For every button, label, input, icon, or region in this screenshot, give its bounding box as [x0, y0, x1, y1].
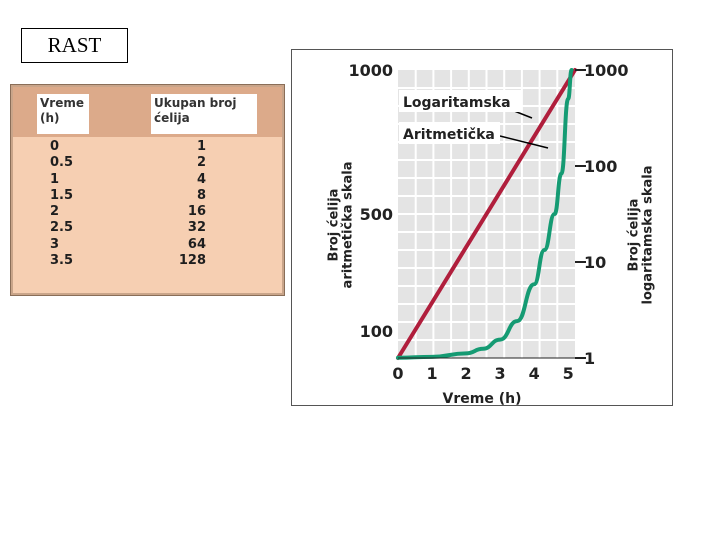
x-tick-label: 0: [392, 364, 403, 383]
left-tick-label: 100: [360, 322, 393, 341]
right-tick-label: 1000: [584, 61, 629, 80]
series-layer: [396, 68, 577, 360]
x-tick-label: 4: [529, 364, 540, 383]
header-time: Vreme (h): [37, 94, 89, 134]
table-row: 0.5 2: [11, 155, 284, 171]
slide-title: RAST: [21, 28, 128, 63]
axis-label-line: Broj ćelija: [626, 199, 641, 272]
right-axis-label: Broj ćelijalogaritamska skala: [626, 166, 655, 305]
table-row: 1.5 8: [11, 188, 284, 204]
cell-time: 0: [50, 139, 60, 154]
left-axis-label: Broj ćelijaaritmetička skala: [326, 162, 355, 289]
table-row: 3.5 128: [11, 253, 284, 269]
cell-count: 8: [196, 187, 206, 203]
cell-time: 1: [50, 171, 60, 187]
cell-count: 2: [196, 155, 206, 171]
cell-count: 32: [187, 220, 206, 236]
axis-layer: 0 1 2 3 4 5 1000 500 100 1000 100 10 1: [348, 61, 628, 383]
legend-label-logarithmic: Logaritamska: [403, 95, 511, 111]
x-tick-label: 1: [426, 364, 437, 383]
cell-time: 3.5: [50, 253, 74, 269]
axis-label-line: aritmetička skala: [341, 162, 356, 289]
right-tick-label: 1: [584, 349, 595, 368]
right-tick-label: 100: [584, 157, 617, 176]
x-tick-label: 5: [563, 364, 574, 383]
cell-count: 16: [187, 204, 206, 220]
legend-box-logarithmic: [399, 90, 521, 112]
x-tick-label: 2: [461, 364, 472, 383]
cell-time: 0.5: [50, 155, 74, 171]
axis-label-line: Broj ćelija: [326, 189, 341, 262]
cell-time: 1.5: [50, 187, 74, 203]
cell-count: 1: [196, 139, 206, 154]
right-tick-label: 10: [584, 253, 606, 272]
cell-time: 2.5: [50, 220, 74, 236]
series-line-logarithmic: [396, 68, 577, 360]
cell-count: 64: [187, 236, 206, 252]
table-header: Vreme (h) Ukupan broj ćelija: [13, 87, 282, 137]
left-tick-label: 1000: [348, 61, 393, 80]
cell-time: 2: [50, 204, 60, 220]
x-axis-label: Vreme (h): [443, 391, 522, 405]
left-axis-label-group: Broj ćelijaaritmetička skala: [326, 162, 355, 289]
cell-time: 3: [50, 236, 60, 252]
legend-box-arithmetic: [399, 122, 500, 144]
table-row: 2.5 32: [11, 220, 284, 236]
legend-leader-arithmetic: [499, 135, 549, 149]
header-count: Ukupan broj ćelija: [151, 94, 257, 134]
x-tick-label: 3: [495, 364, 506, 383]
right-axis-label-group: Broj ćelijalogaritamska skala: [626, 166, 655, 305]
axis-label-line: logaritamska skala: [641, 166, 656, 305]
table-row: 3 64: [11, 237, 284, 253]
cell-count: 4: [196, 171, 206, 187]
cell-count: 128: [178, 253, 206, 269]
table-row: 2 16: [11, 204, 284, 220]
legend-label-arithmetic: Aritmetička: [403, 127, 495, 143]
left-tick-label: 500: [360, 205, 393, 224]
growth-chart: 0 1 2 3 4 5 1000 500 100 1000 100 10 1 Logaritamska …: [291, 49, 673, 407]
series-line-arithmetic: [396, 68, 574, 360]
